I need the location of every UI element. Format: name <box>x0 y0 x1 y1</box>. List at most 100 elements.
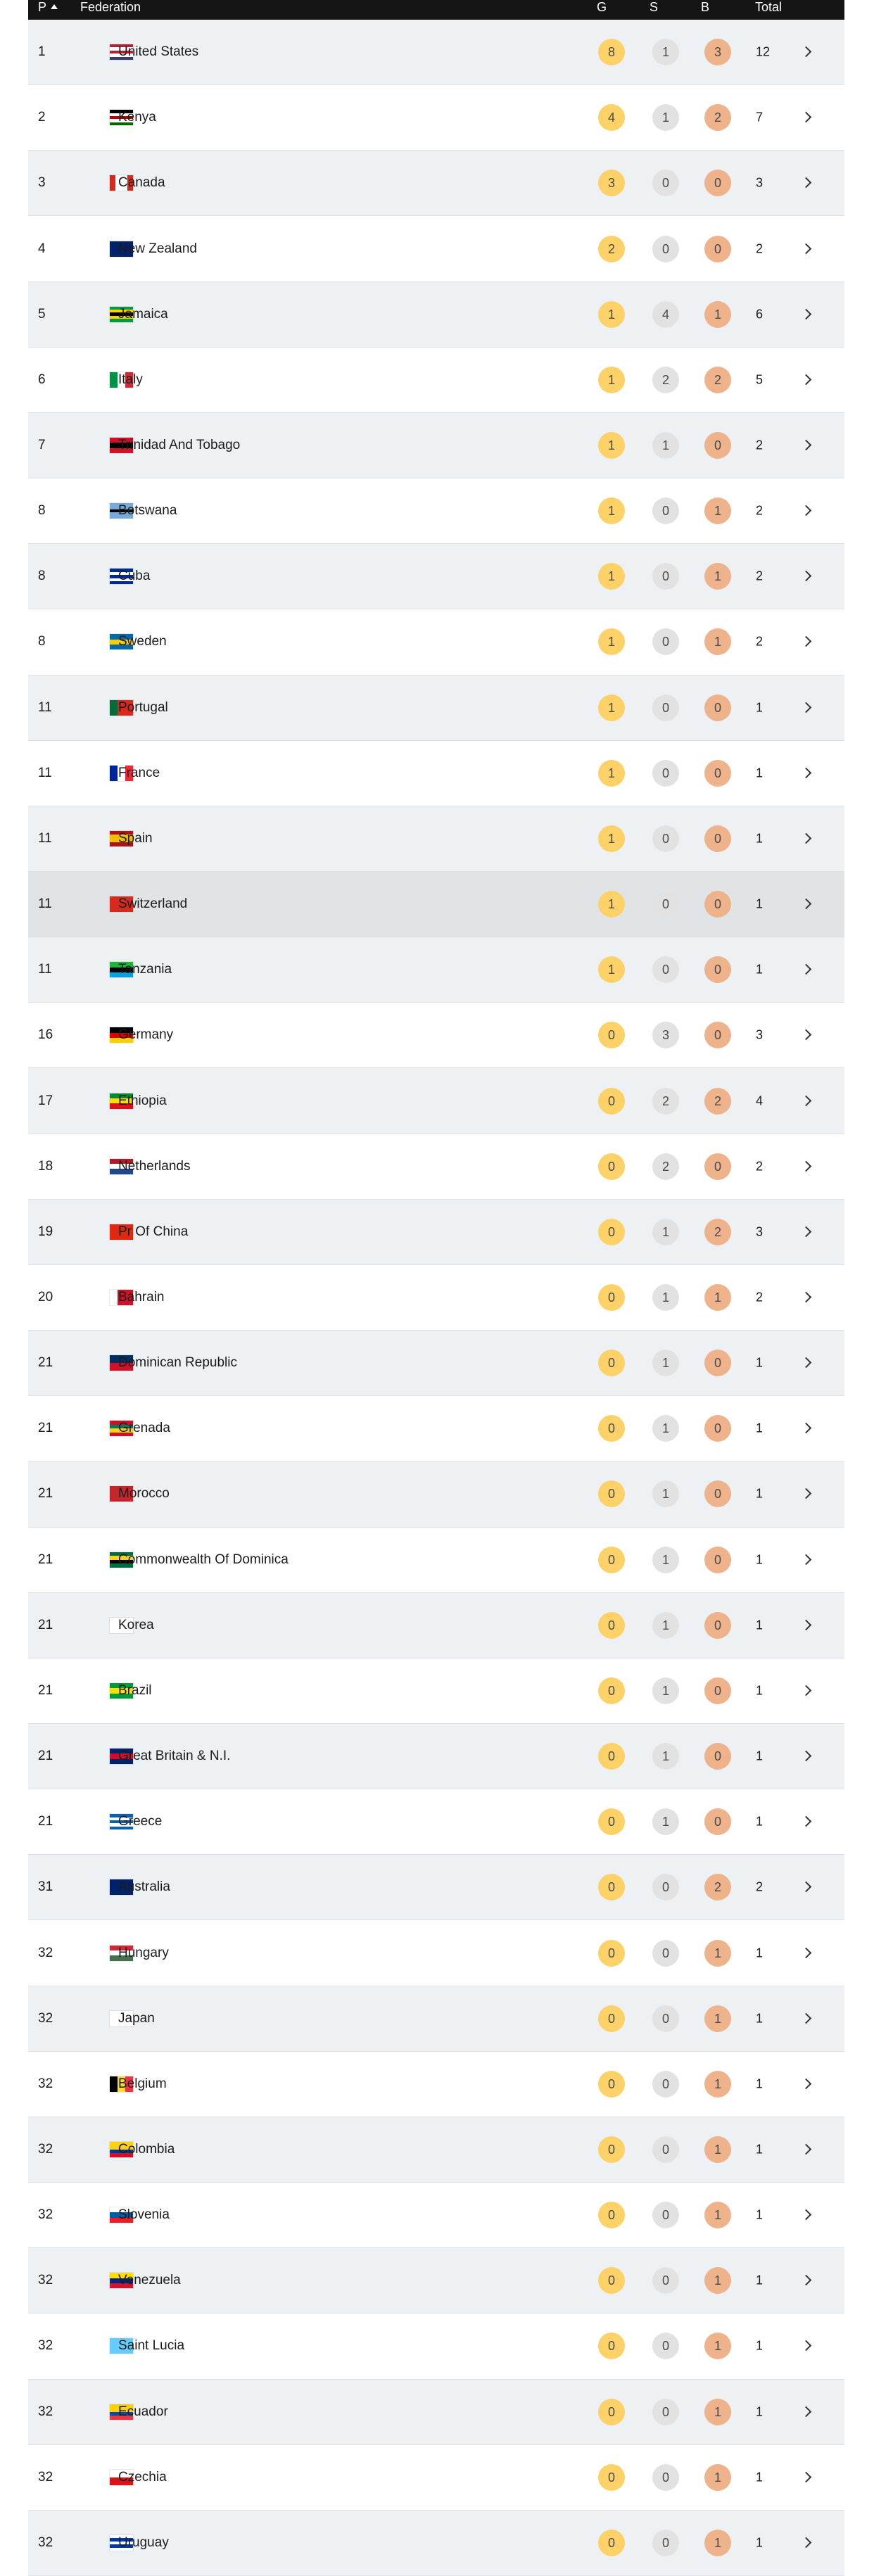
federation-name[interactable]: Ecuador <box>118 2404 168 2419</box>
table-row[interactable]: 11 Switzerland 1 0 0 1 <box>28 872 844 938</box>
federation-name[interactable]: Japan <box>118 2010 155 2026</box>
table-row[interactable]: 2 Kenya 4 1 2 7 <box>28 85 844 151</box>
federation-name[interactable]: Australia <box>118 1879 170 1895</box>
chevron-icon[interactable] <box>800 177 812 189</box>
chevron-icon[interactable] <box>800 308 812 319</box>
table-row[interactable]: 32 Venezuela 0 0 1 1 <box>28 2248 844 2314</box>
table-row[interactable]: 21 Korea 0 1 0 1 <box>28 1592 844 1658</box>
chevron-icon[interactable] <box>800 1488 812 1499</box>
chevron-icon[interactable] <box>800 636 812 647</box>
chevron-icon[interactable] <box>800 505 812 516</box>
chevron-icon[interactable] <box>800 1226 812 1238</box>
chevron-icon[interactable] <box>800 1815 812 1827</box>
table-row[interactable]: 17 Ethiopia 0 2 2 4 <box>28 1068 844 1134</box>
table-row[interactable]: 32 Slovenia 0 0 1 1 <box>28 2183 844 2249</box>
chevron-icon[interactable] <box>800 1160 812 1172</box>
federation-name[interactable]: Sweden <box>118 634 167 649</box>
chevron-icon[interactable] <box>800 2012 812 2024</box>
table-row[interactable]: 19 Pr Of China 0 1 2 3 <box>28 1199 844 1265</box>
chevron-icon[interactable] <box>800 1619 812 1631</box>
federation-name[interactable]: Tanzania <box>118 962 172 977</box>
table-row[interactable]: 32 Ecuador 0 0 1 1 <box>28 2379 844 2445</box>
header-bronze[interactable]: B <box>701 0 710 14</box>
table-row[interactable]: 32 Czechia 0 0 1 1 <box>28 2444 844 2511</box>
federation-name[interactable]: Morocco <box>118 1486 170 1502</box>
table-row[interactable]: 21 Grenada 0 1 0 1 <box>28 1396 844 1462</box>
federation-name[interactable]: New Zealand <box>118 241 197 256</box>
table-row[interactable]: 11 France 1 0 0 1 <box>28 740 844 806</box>
chevron-icon[interactable] <box>800 702 812 713</box>
chevron-icon[interactable] <box>800 898 812 910</box>
table-row[interactable]: 5 Jamaica 1 4 1 6 <box>28 281 844 348</box>
chevron-icon[interactable] <box>800 2143 812 2155</box>
federation-name[interactable]: Hungary <box>118 1945 169 1960</box>
federation-name[interactable]: Korea <box>118 1617 154 1632</box>
federation-name[interactable]: Germany <box>118 1027 174 1043</box>
header-silver[interactable]: S <box>650 0 659 14</box>
table-row[interactable]: 32 Belgium 0 0 1 1 <box>28 2051 844 2117</box>
chevron-icon[interactable] <box>800 1095 812 1106</box>
chevron-icon[interactable] <box>800 1357 812 1369</box>
table-row[interactable]: 32 Saint Lucia 0 0 1 1 <box>28 2314 844 2380</box>
federation-name[interactable]: Brazil <box>118 1682 152 1698</box>
table-row[interactable]: 8 Sweden 1 0 1 2 <box>28 609 844 675</box>
table-row[interactable]: 21 Morocco 0 1 0 1 <box>28 1461 844 1528</box>
table-row[interactable]: 8 Cuba 1 0 1 2 <box>28 544 844 610</box>
table-row[interactable]: 21 Commonwealth Of Dominica 0 1 0 1 <box>28 1527 844 1593</box>
chevron-icon[interactable] <box>800 1684 812 1696</box>
table-row[interactable]: 32 Colombia 0 0 1 1 <box>28 2117 844 2183</box>
federation-name[interactable]: Grenada <box>118 1421 170 1436</box>
chevron-icon[interactable] <box>800 767 812 779</box>
federation-name[interactable]: Botswana <box>118 503 177 519</box>
chevron-icon[interactable] <box>800 2406 812 2417</box>
federation-name[interactable]: Netherlands <box>118 1158 191 1174</box>
chevron-icon[interactable] <box>800 111 812 123</box>
chevron-icon[interactable] <box>800 2078 812 2090</box>
federation-name[interactable]: Trinidad And Tobago <box>118 437 241 452</box>
federation-name[interactable]: Jamaica <box>118 306 168 322</box>
federation-name[interactable]: Czechia <box>118 2469 167 2485</box>
chevron-icon[interactable] <box>800 2209 812 2221</box>
table-row[interactable]: 31 Australia 0 0 2 2 <box>28 1855 844 1921</box>
federation-name[interactable]: France <box>118 765 160 780</box>
federation-name[interactable]: Pr Of China <box>118 1224 189 1239</box>
table-row[interactable]: 11 Tanzania 1 0 0 1 <box>28 937 844 1003</box>
table-row[interactable]: 32 Hungary 0 0 1 1 <box>28 1920 844 1986</box>
table-row[interactable]: 11 Spain 1 0 0 1 <box>28 806 844 872</box>
table-row[interactable]: 32 Uruguay 0 0 1 1 <box>28 2510 844 2576</box>
chevron-icon[interactable] <box>800 374 812 386</box>
chevron-icon[interactable] <box>800 2537 812 2549</box>
chevron-icon[interactable] <box>800 243 812 254</box>
federation-name[interactable]: Spain <box>118 830 153 846</box>
federation-name[interactable]: Colombia <box>118 2141 175 2157</box>
chevron-icon[interactable] <box>800 2275 812 2286</box>
table-row[interactable]: 21 Brazil 0 1 0 1 <box>28 1658 844 1724</box>
chevron-icon[interactable] <box>800 2340 812 2352</box>
header-gold[interactable]: G <box>597 0 607 14</box>
table-row[interactable]: 1 United States 8 1 3 12 <box>28 20 844 86</box>
federation-name[interactable]: Ethiopia <box>118 1093 167 1108</box>
table-row[interactable]: 32 Japan 0 0 1 1 <box>28 1986 844 2052</box>
federation-name[interactable]: Italy <box>118 372 143 387</box>
header-rank[interactable]: P <box>38 0 47 14</box>
chevron-icon[interactable] <box>800 1423 812 1434</box>
federation-name[interactable]: United States <box>118 44 199 60</box>
federation-name[interactable]: Commonwealth Of Dominica <box>118 1552 289 1567</box>
chevron-icon[interactable] <box>800 1882 812 1893</box>
chevron-icon[interactable] <box>800 439 812 451</box>
chevron-icon[interactable] <box>800 1554 812 1565</box>
federation-name[interactable]: Dominican Republic <box>118 1355 237 1371</box>
federation-name[interactable]: Portugal <box>118 699 168 715</box>
table-row[interactable]: 11 Portugal 1 0 0 1 <box>28 675 844 741</box>
federation-name[interactable]: Belgium <box>118 2076 167 2091</box>
header-total[interactable]: Total <box>755 0 783 14</box>
table-row[interactable]: 6 Italy 1 2 2 5 <box>28 347 844 413</box>
chevron-icon[interactable] <box>800 832 812 844</box>
chevron-icon[interactable] <box>800 1029 812 1041</box>
table-row[interactable]: 21 Greece 0 1 0 1 <box>28 1789 844 1855</box>
federation-name[interactable]: Venezuela <box>118 2273 181 2288</box>
federation-name[interactable]: Uruguay <box>118 2534 169 2550</box>
table-row[interactable]: 21 Dominican Republic 0 1 0 1 <box>28 1331 844 1397</box>
chevron-icon[interactable] <box>800 2471 812 2483</box>
chevron-icon[interactable] <box>800 571 812 582</box>
